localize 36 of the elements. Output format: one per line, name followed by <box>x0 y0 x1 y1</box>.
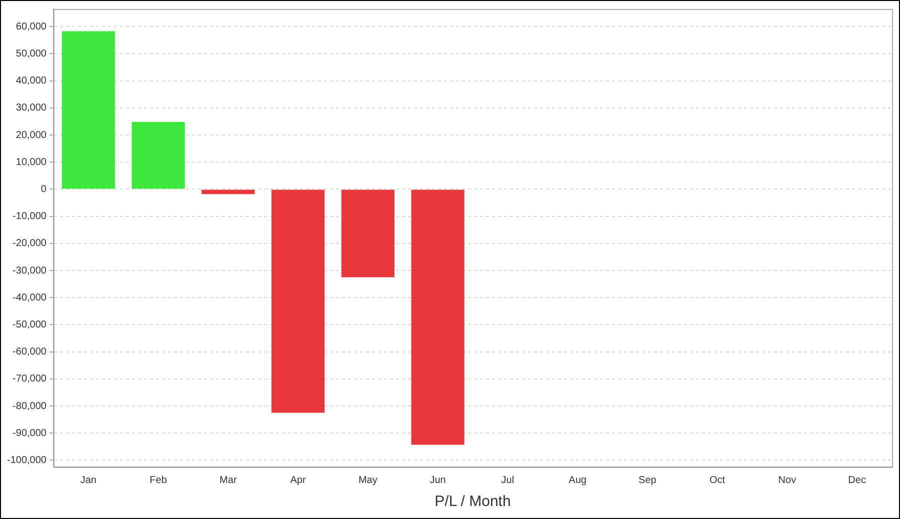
x-tick-label: Jul <box>501 474 514 486</box>
y-tick-label: 50,000 <box>16 48 47 60</box>
x-tick-label: Jan <box>80 474 96 486</box>
x-tick-label: Sep <box>638 474 657 486</box>
x-tick-label: Apr <box>290 474 306 486</box>
y-tick-label: 10,000 <box>16 156 47 168</box>
y-tick-label: 20,000 <box>16 130 47 141</box>
x-tick-label: May <box>358 474 378 486</box>
x-tick-label: Oct <box>710 474 726 486</box>
y-tick-label: -60,000 <box>12 346 47 358</box>
y-tick-label: 40,000 <box>16 76 47 87</box>
y-tick-label: -80,000 <box>12 400 47 412</box>
x-tick-label: Aug <box>568 474 586 486</box>
y-tick-label: -40,000 <box>12 292 47 304</box>
y-tick-label: 0 <box>40 184 47 195</box>
y-tick-label: -20,000 <box>12 238 47 250</box>
x-tick-label: Dec <box>848 474 866 486</box>
y-tick-label: -100,000 <box>6 454 47 466</box>
bar <box>202 190 255 194</box>
y-tick-label: -90,000 <box>12 428 47 439</box>
bar <box>132 122 185 189</box>
x-tick-label: Mar <box>220 474 238 486</box>
y-tick-label: -70,000 <box>12 374 47 385</box>
y-tick-label: -30,000 <box>12 265 47 276</box>
bar <box>411 190 464 445</box>
y-tick-label: 60,000 <box>16 21 47 32</box>
x-tick-label: Nov <box>778 474 796 486</box>
x-axis-title: P/L / Month <box>434 493 511 510</box>
bar <box>341 190 394 278</box>
x-tick-label: Jun <box>430 474 446 486</box>
bar <box>62 31 115 189</box>
y-tick-label: 30,000 <box>16 102 47 114</box>
y-tick-label: -10,000 <box>12 211 47 222</box>
y-tick-label: -50,000 <box>12 319 47 330</box>
bar <box>271 190 325 413</box>
x-tick-label: Feb <box>150 474 168 486</box>
